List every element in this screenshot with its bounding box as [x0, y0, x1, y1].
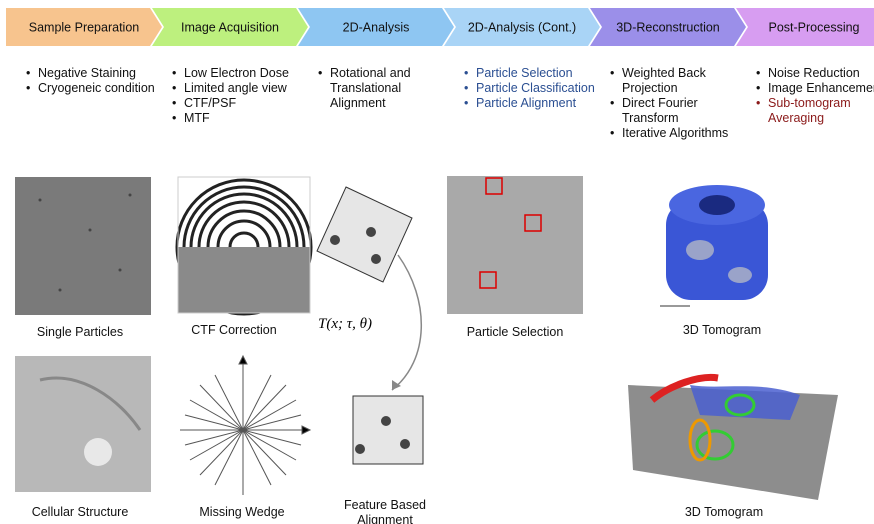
- stage-chevron: [6, 8, 162, 46]
- missing-wedge: [180, 354, 312, 495]
- bullet: Iterative Algorithms: [608, 126, 750, 141]
- stage-title: Image Acquisition: [181, 20, 279, 34]
- formula: T(x; τ, θ): [318, 316, 372, 332]
- stage-title: 3D-Reconstruction: [616, 20, 720, 34]
- caption: Missing Wedge: [199, 505, 285, 519]
- bullet: MTF: [170, 111, 312, 126]
- aligned-frame: [352, 395, 424, 465]
- particle-selection-image: [447, 176, 583, 314]
- bullet: Image Enhancement: [754, 81, 874, 96]
- stage-title: 2D-Analysis (Cont.): [468, 20, 576, 34]
- arrow-head: [392, 380, 401, 390]
- bullet: CTF/PSF: [170, 96, 312, 111]
- bullet: Rotational and Translational Alignment: [316, 66, 458, 111]
- rotated-frame: [316, 186, 413, 283]
- caption: 3D Tomogram: [684, 505, 764, 519]
- bullet: Particle Classification: [462, 81, 604, 96]
- bullet: Limited angle view: [170, 81, 312, 96]
- bullet: Low Electron Dose: [170, 66, 312, 81]
- stage-chevron: [736, 8, 874, 46]
- bullet: Weighted Back Projection: [608, 66, 750, 96]
- bullet: Particle Alignment: [462, 96, 604, 111]
- bullet: Sub-tomogram Averaging: [754, 96, 874, 126]
- stage-chevron: [152, 8, 308, 46]
- caption: 3D Tomogram: [682, 323, 762, 337]
- bullet: Negative Staining: [24, 66, 166, 81]
- bullet: Direct Fourier Transform: [608, 96, 750, 126]
- tomogram-volume: [628, 373, 838, 500]
- ctf-image: [175, 176, 313, 316]
- caption: Single Particles: [36, 325, 124, 339]
- arrow: [391, 254, 423, 391]
- bullet: Particle Selection: [462, 66, 604, 81]
- stage-title: Sample Preparation: [29, 20, 140, 34]
- caption: CTF Correction: [191, 323, 277, 337]
- cellular-image: [15, 356, 151, 492]
- caption: Particle Selection: [466, 325, 564, 339]
- stage-chevron: [590, 8, 746, 46]
- stage-title: Post-Processing: [768, 20, 859, 34]
- bullet: Noise Reduction: [754, 66, 874, 81]
- single-particles-image: [15, 177, 151, 315]
- stage-chevron: [444, 8, 600, 46]
- stage-chevron: [298, 8, 454, 46]
- stage-title: 2D-Analysis: [343, 20, 410, 34]
- tomogram-model: [660, 185, 768, 307]
- bullet: Cryogeneic condition: [24, 81, 166, 96]
- caption: Cellular Structure: [31, 505, 129, 519]
- caption: Feature Based Alignment: [344, 498, 426, 524]
